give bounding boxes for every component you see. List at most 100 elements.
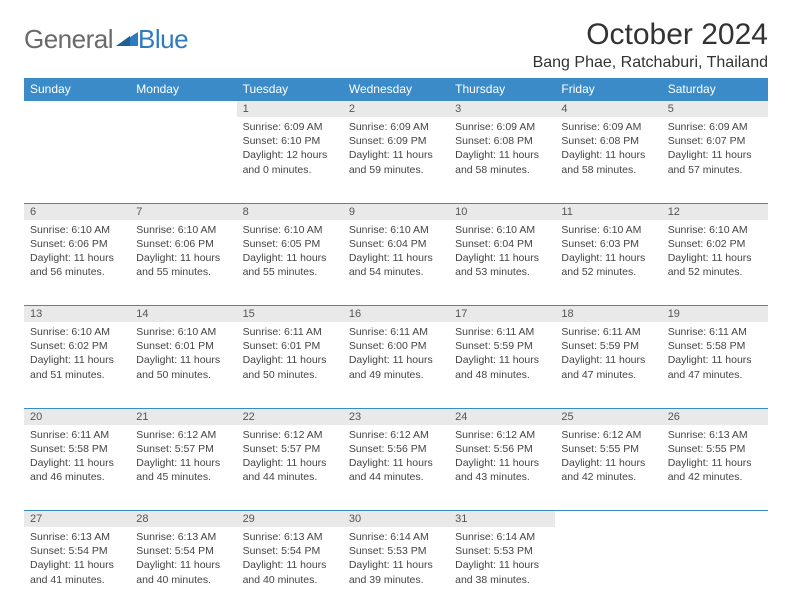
daylight-text: Daylight: 11 hours and 42 minutes. (561, 456, 655, 484)
sunrise-text: Sunrise: 6:13 AM (243, 530, 337, 544)
day-number-cell: 6 (24, 203, 130, 220)
day-content-row: Sunrise: 6:13 AMSunset: 5:54 PMDaylight:… (24, 527, 768, 613)
day-content-row: Sunrise: 6:10 AMSunset: 6:02 PMDaylight:… (24, 322, 768, 408)
sunset-text: Sunset: 5:54 PM (243, 544, 337, 558)
logo-triangle-icon (116, 30, 138, 50)
day-number-row: 12345 (24, 101, 768, 118)
daylight-text: Daylight: 11 hours and 47 minutes. (561, 353, 655, 381)
day-number-cell (555, 511, 661, 528)
daylight-text: Daylight: 11 hours and 40 minutes. (136, 558, 230, 586)
sunrise-text: Sunrise: 6:11 AM (349, 325, 443, 339)
logo: General Blue (24, 18, 188, 55)
sunset-text: Sunset: 6:06 PM (136, 237, 230, 251)
weekday-header: Wednesday (343, 78, 449, 101)
day-number-cell: 15 (237, 306, 343, 323)
daylight-text: Daylight: 11 hours and 50 minutes. (243, 353, 337, 381)
day-number-cell: 10 (449, 203, 555, 220)
day-number-cell: 26 (662, 408, 768, 425)
daylight-text: Daylight: 11 hours and 52 minutes. (561, 251, 655, 279)
sunset-text: Sunset: 5:55 PM (668, 442, 762, 456)
daylight-text: Daylight: 11 hours and 50 minutes. (136, 353, 230, 381)
day-content-cell: Sunrise: 6:09 AMSunset: 6:09 PMDaylight:… (343, 117, 449, 203)
daylight-text: Daylight: 11 hours and 44 minutes. (243, 456, 337, 484)
day-content-cell: Sunrise: 6:11 AMSunset: 5:58 PMDaylight:… (24, 425, 130, 511)
daylight-text: Daylight: 11 hours and 44 minutes. (349, 456, 443, 484)
daylight-text: Daylight: 11 hours and 59 minutes. (349, 148, 443, 176)
day-number-cell: 21 (130, 408, 236, 425)
daylight-text: Daylight: 11 hours and 52 minutes. (668, 251, 762, 279)
sunrise-text: Sunrise: 6:09 AM (561, 120, 655, 134)
day-number-cell: 5 (662, 101, 768, 118)
sunset-text: Sunset: 6:04 PM (455, 237, 549, 251)
day-content-cell: Sunrise: 6:12 AMSunset: 5:56 PMDaylight:… (449, 425, 555, 511)
sunset-text: Sunset: 6:07 PM (668, 134, 762, 148)
sunrise-text: Sunrise: 6:11 AM (30, 428, 124, 442)
day-number-cell: 24 (449, 408, 555, 425)
sunset-text: Sunset: 6:10 PM (243, 134, 337, 148)
day-number-cell: 16 (343, 306, 449, 323)
daylight-text: Daylight: 11 hours and 40 minutes. (243, 558, 337, 586)
day-content-cell: Sunrise: 6:09 AMSunset: 6:07 PMDaylight:… (662, 117, 768, 203)
day-number-cell: 17 (449, 306, 555, 323)
day-content-row: Sunrise: 6:09 AM Sunset: 6:10 PM Daylight:… (24, 117, 768, 203)
daylight-text: Daylight: 11 hours and 57 minutes. (668, 148, 762, 176)
sunset-text: Sunset: 5:53 PM (455, 544, 549, 558)
day-number-cell: 28 (130, 511, 236, 528)
day-content-cell: Sunrise: 6:12 AMSunset: 5:57 PMDaylight:… (237, 425, 343, 511)
day-content-cell: Sunrise: 6:10 AMSunset: 6:02 PMDaylight:… (662, 220, 768, 306)
weekday-header: Saturday (662, 78, 768, 101)
sunset-text: Sunset: 5:58 PM (668, 339, 762, 353)
sunset-text: Sunset: 5:54 PM (30, 544, 124, 558)
daylight-text: Daylight: 11 hours and 46 minutes. (30, 456, 124, 484)
sunrise-text: Sunrise: 6:13 AM (668, 428, 762, 442)
daylight-text: Daylight: 11 hours and 51 minutes. (30, 353, 124, 381)
sunset-text: Sunset: 6:01 PM (243, 339, 337, 353)
sunset-text: Sunset: 6:08 PM (561, 134, 655, 148)
day-content-cell (130, 117, 236, 203)
weekday-header: Friday (555, 78, 661, 101)
daylight-text: Daylight: 11 hours and 38 minutes. (455, 558, 549, 586)
sunrise-text: Sunrise: 6:12 AM (349, 428, 443, 442)
sunset-text: Sunset: 6:01 PM (136, 339, 230, 353)
sunrise-text: Sunrise: 6:10 AM (455, 223, 549, 237)
day-content-cell: Sunrise: 6:10 AMSunset: 6:04 PMDaylight:… (449, 220, 555, 306)
daylight-text: Daylight: 11 hours and 53 minutes. (455, 251, 549, 279)
daylight-text: Daylight: 11 hours and 48 minutes. (455, 353, 549, 381)
day-content-cell: Sunrise: 6:12 AMSunset: 5:56 PMDaylight:… (343, 425, 449, 511)
day-number-cell: 7 (130, 203, 236, 220)
weekday-header: Thursday (449, 78, 555, 101)
day-number-cell (662, 511, 768, 528)
sunset-text: Sunset: 6:09 PM (349, 134, 443, 148)
day-content-cell (24, 117, 130, 203)
day-number-cell: 20 (24, 408, 130, 425)
sunrise-text: Sunrise: 6:10 AM (668, 223, 762, 237)
sunrise-text: Sunrise: 6:09 AM (668, 120, 762, 134)
day-content-cell: Sunrise: 6:09 AMSunset: 6:10 PMDaylight:… (237, 117, 343, 203)
day-number-row: 2728293031 (24, 511, 768, 528)
sunset-text: Sunset: 5:55 PM (561, 442, 655, 456)
sunset-text: Sunset: 5:59 PM (455, 339, 549, 353)
sunrise-text: Sunrise: 6:11 AM (561, 325, 655, 339)
day-number-cell (130, 101, 236, 118)
day-number-cell: 30 (343, 511, 449, 528)
day-number-cell: 4 (555, 101, 661, 118)
day-number-cell (24, 101, 130, 118)
day-content-cell: Sunrise: 6:14 AMSunset: 5:53 PMDaylight:… (449, 527, 555, 613)
sunrise-text: Sunrise: 6:10 AM (136, 325, 230, 339)
sunset-text: Sunset: 5:57 PM (136, 442, 230, 456)
day-content-row: Sunrise: 6:11 AMSunset: 5:58 PMDaylight:… (24, 425, 768, 511)
daylight-text: Daylight: 11 hours and 47 minutes. (668, 353, 762, 381)
day-content-cell: Sunrise: 6:10 AMSunset: 6:03 PMDaylight:… (555, 220, 661, 306)
sunrise-text: Sunrise: 6:11 AM (243, 325, 337, 339)
day-content-cell: Sunrise: 6:10 AMSunset: 6:04 PMDaylight:… (343, 220, 449, 306)
day-content-cell (662, 527, 768, 613)
weekday-header: Tuesday (237, 78, 343, 101)
daylight-text: Daylight: 11 hours and 41 minutes. (30, 558, 124, 586)
day-number-cell: 11 (555, 203, 661, 220)
sunset-text: Sunset: 5:54 PM (136, 544, 230, 558)
day-number-cell: 3 (449, 101, 555, 118)
weekday-header: Monday (130, 78, 236, 101)
daylight-text: Daylight: 11 hours and 55 minutes. (136, 251, 230, 279)
month-title: October 2024 (533, 18, 768, 52)
sunrise-text: Sunrise: 6:13 AM (30, 530, 124, 544)
